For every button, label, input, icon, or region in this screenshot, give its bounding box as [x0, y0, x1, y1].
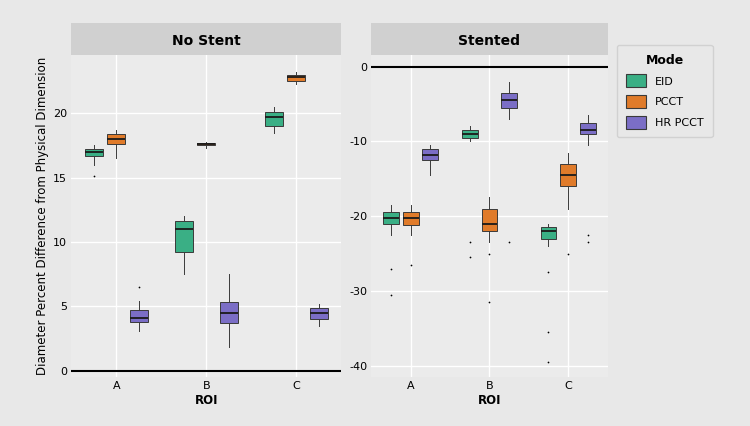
Bar	[383, 213, 399, 224]
Y-axis label: Diameter Percent Difference from Physical Dimension: Diameter Percent Difference from Physica…	[36, 57, 49, 375]
Bar	[580, 123, 596, 134]
Bar	[85, 149, 103, 156]
X-axis label: ROI: ROI	[478, 394, 501, 407]
Bar	[541, 227, 556, 239]
Bar	[560, 164, 576, 186]
Bar	[220, 302, 238, 323]
Text: Stented: Stented	[458, 34, 520, 48]
Bar	[422, 149, 438, 160]
Bar	[265, 112, 283, 126]
Bar	[130, 310, 148, 322]
Legend: EID, PCCT, HR PCCT: EID, PCCT, HR PCCT	[617, 45, 712, 138]
Bar	[501, 93, 517, 108]
Bar	[462, 130, 478, 138]
Bar	[175, 222, 193, 252]
Bar	[107, 134, 125, 144]
Bar	[310, 308, 328, 319]
Text: No Stent: No Stent	[172, 34, 241, 48]
Bar	[403, 213, 418, 225]
Bar	[287, 75, 305, 81]
X-axis label: ROI: ROI	[194, 394, 218, 407]
Bar	[197, 143, 215, 145]
Bar	[482, 209, 497, 231]
